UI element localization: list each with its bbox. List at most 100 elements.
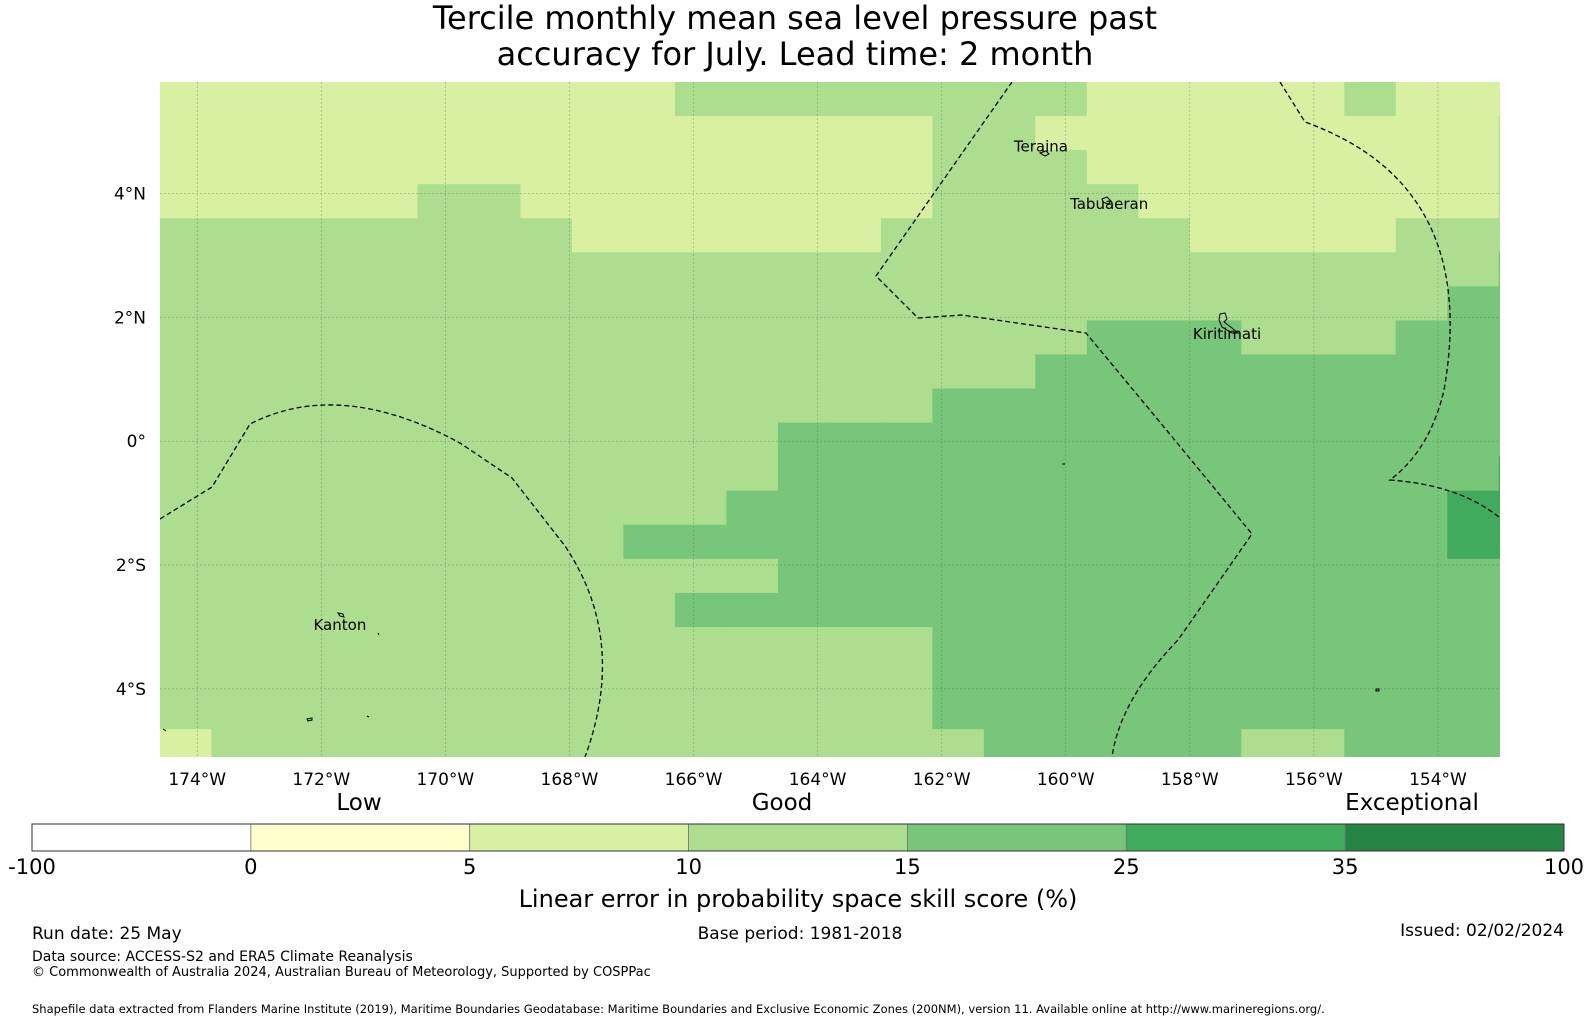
grid-cell [468,422,522,458]
grid-cell [726,456,779,492]
grid-cell [520,558,573,594]
grid-cell [1344,320,1397,356]
grid-cell [262,592,316,628]
colorbar-title: Linear error in probability space skill … [519,885,1078,913]
grid-cell [211,558,264,594]
grid-cell [983,388,1036,424]
grid-cell [880,729,933,757]
grid-cell [211,388,264,424]
grid-cell [1138,150,1191,185]
grid-cell [262,729,316,757]
grid-cell [932,218,985,253]
grid-cell [417,558,470,594]
grid-cell [1395,388,1448,424]
grid-cell [1344,286,1397,322]
grid-cell [520,456,573,492]
grid-cell [468,524,522,560]
colorbar-segment [688,823,908,852]
grid-cell [623,558,676,594]
grid-cell [674,150,727,185]
grid-cell [365,661,419,696]
grid-cell [571,456,625,492]
grid-cell [932,150,985,185]
grid-cell [520,286,573,322]
grid-cell [1498,388,1500,424]
grid-cell [314,184,367,219]
grid-cell [932,490,985,526]
place-label: Kanton [313,616,366,634]
grid-cell [1138,558,1191,594]
grid-cell [468,218,522,253]
grid-cell [1189,695,1242,730]
island-small-5 [1375,688,1380,692]
grid-cell [1344,626,1397,662]
grid-cell [1241,661,1294,696]
grid-cell [777,320,830,356]
grid-cell [1447,456,1500,492]
chart-title: Tercile monthly mean sea level pressure … [0,0,1590,72]
grid-cell [777,354,830,390]
grid-cell [1035,354,1088,390]
grid-cell [1035,116,1088,151]
grid-cell [160,558,213,594]
grid-cell [829,661,882,696]
grid-cell [829,456,882,492]
grid-cell [1395,661,1448,696]
grid-cell [417,286,470,322]
grid-cell [1447,729,1500,757]
grid-cell [932,695,985,730]
grid-cell [1292,82,1345,117]
grid-cell [777,729,830,757]
x-tick-label: 174°W [168,770,226,790]
grid-cell [1395,558,1448,594]
grid-cell [1035,729,1088,757]
grid-cell [211,695,264,730]
grid-cell [160,661,213,696]
grid-cell [983,320,1036,356]
title-line-2: accuracy for July. Lead time: 2 month [496,35,1094,73]
grid-cell [571,150,625,185]
grid-cell [1189,524,1242,560]
grid-cell [623,150,676,185]
grid-cell [777,252,830,287]
grid-cell [520,422,573,458]
grid-cell [1189,729,1242,757]
grid-cell [726,354,779,390]
copyright: © Commonwealth of Australia 2024, Austra… [32,965,651,980]
grid-cell [160,116,213,151]
grid-cell [314,286,367,322]
grid-cell [777,218,830,253]
grid-cell [674,558,727,594]
grid-cell [623,422,676,458]
grid-cell [1447,150,1500,185]
grid-cell [1292,150,1345,185]
grid-cell [1344,422,1397,458]
grid-cell [623,218,676,253]
grid-cell [314,661,367,696]
grid-cell [1498,286,1500,322]
grid-cell [1498,82,1500,117]
grid-cell [1189,558,1242,594]
grid-cell [1241,116,1294,151]
grid-cell [262,252,316,287]
grid-cell [829,422,882,458]
grid-cell [726,626,779,662]
colorbar-tick-label: -100 [8,855,56,879]
grid-cell [674,184,727,219]
grid-cell [571,82,625,117]
grid-cell [1395,490,1448,526]
grid-cell [468,116,522,151]
grid-cell [1344,116,1397,151]
grid-cell [983,218,1036,253]
grid-cell [1344,456,1397,492]
grid-cell [726,490,779,526]
island-outlines [162,150,1380,732]
grid-cell [468,150,522,185]
grid-cell [829,729,882,757]
grid-cell [520,626,573,662]
grid-cell [417,116,470,151]
grid-cell [262,116,316,151]
grid-cell [829,388,882,424]
grid-cell [160,354,213,390]
grid-cell [1035,592,1088,628]
